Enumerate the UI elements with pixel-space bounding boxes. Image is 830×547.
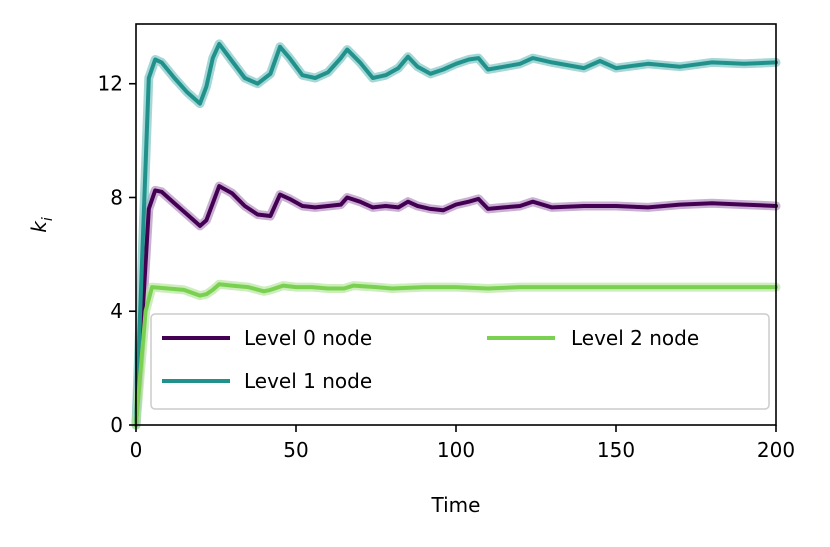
y-axis-label-main: k [27,220,51,233]
legend-label-level-1: Level 1 node [244,369,372,393]
x-tick-label: 50 [283,438,308,462]
x-tick-label: 200 [757,438,795,462]
x-axis-ticks: 0 50 100 150 200 [130,425,795,462]
series-line-level-2 [134,282,778,427]
series-line-level-1 [134,41,778,427]
legend-label-level-2: Level 2 node [571,326,699,350]
x-axis-label: Time [431,493,481,517]
y-tick-label: 4 [110,299,123,323]
series-lines [134,41,778,427]
y-axis-ticks: 0 4 8 12 [98,72,136,437]
y-axis-label: ki [27,217,56,233]
legend-box [150,313,770,410]
y-axis-label-sub: i [40,217,56,221]
y-tick-label: 12 [98,72,123,96]
legend-label-level-0: Level 0 node [244,326,372,350]
x-tick-label: 100 [437,438,475,462]
y-tick-label: 8 [110,185,123,209]
y-tick-label: 0 [110,413,123,437]
x-tick-label: 150 [597,438,635,462]
series-line-level-0 [134,184,778,427]
legend: Level 0 node Level 1 node Level 2 node [150,313,770,410]
x-tick-label: 0 [130,438,143,462]
